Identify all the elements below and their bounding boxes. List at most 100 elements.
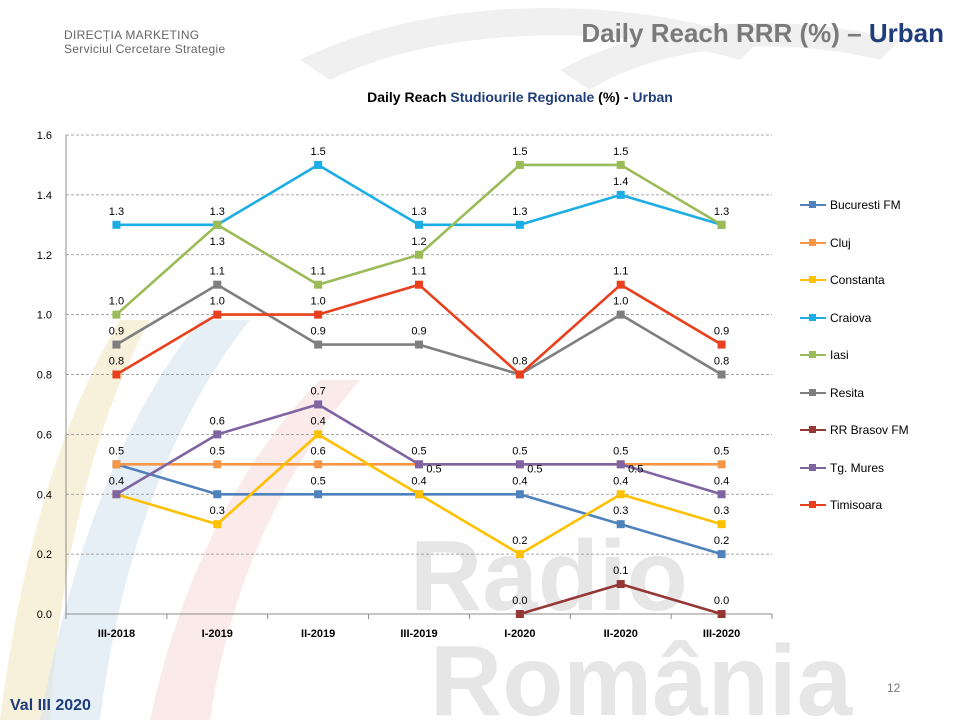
data-label: 0.2 — [512, 535, 527, 547]
data-point — [112, 220, 121, 229]
x-tick-label: I-2020 — [504, 628, 535, 640]
data-point — [515, 220, 524, 229]
data-label: 0.5 — [714, 445, 729, 457]
data-point — [717, 610, 726, 618]
legend-swatch — [800, 311, 826, 325]
data-point — [415, 250, 423, 259]
legend-label: Resita — [830, 385, 865, 400]
data-point — [314, 490, 323, 499]
data-label: 1.1 — [613, 266, 628, 278]
legend-item: Bucuresti FM — [800, 196, 901, 214]
chart-title: Daily Reach Studiourile Regionale (%) - … — [0, 89, 960, 105]
data-point — [515, 460, 524, 469]
data-label: 1.5 — [512, 146, 527, 158]
slide-title: Daily Reach RRR (%) – Urban — [581, 18, 944, 49]
data-point — [213, 310, 222, 319]
data-point — [515, 490, 524, 499]
chart-title-part-3: (%) - — [594, 89, 633, 105]
legend-item: RR Brasov FM — [800, 421, 909, 439]
x-tick-label: I-2019 — [202, 628, 233, 640]
data-point — [112, 310, 121, 319]
legend-label: RR Brasov FM — [830, 423, 909, 437]
department-name: DIRECȚIA MARKETING — [64, 28, 200, 42]
y-tick-label: 1.4 — [37, 190, 52, 202]
legend-marker — [809, 426, 816, 433]
data-label: 0.1 — [613, 565, 628, 577]
legend-marker — [809, 276, 816, 283]
data-point — [314, 280, 323, 289]
x-tick-label: II-2020 — [604, 628, 638, 640]
wave-label: Val III 2020 — [10, 697, 91, 714]
data-point — [213, 460, 222, 469]
data-label: 0.3 — [210, 505, 225, 517]
data-point — [112, 490, 121, 499]
chart-title-part-1: Daily Reach — [367, 89, 451, 105]
legend-item: Timisoara — [800, 496, 882, 514]
legend-item: Constanta — [800, 271, 885, 289]
data-point — [717, 340, 726, 349]
data-label: 0.5 — [628, 463, 643, 475]
data-point — [213, 490, 222, 499]
data-label: 0.8 — [512, 356, 527, 368]
data-point — [415, 490, 423, 499]
data-label: 1.3 — [714, 206, 729, 218]
data-label: 0.4 — [613, 475, 628, 487]
legend-swatch — [800, 498, 826, 512]
data-label: 0.0 — [512, 595, 527, 607]
x-tick-label: III-2020 — [703, 628, 740, 640]
data-point — [314, 400, 323, 409]
data-label: 1.0 — [613, 296, 628, 308]
data-label: 1.1 — [411, 266, 426, 278]
watermark-line-1: Radio — [410, 520, 688, 632]
data-label: 0.9 — [310, 326, 325, 338]
data-label: 0.4 — [109, 475, 124, 487]
legend-item: Craiova — [800, 309, 871, 327]
legend-label: Cluj — [830, 235, 851, 250]
data-point — [314, 160, 323, 169]
data-label: 0.8 — [109, 356, 124, 368]
legend-item: Iasi — [800, 346, 849, 364]
data-label: 0.9 — [714, 326, 729, 338]
legend-item: Tg. Mures — [800, 459, 884, 477]
data-point — [112, 460, 121, 469]
chart-title-part-4: Urban — [632, 89, 673, 105]
slide-title-accent: Urban — [868, 18, 944, 48]
data-point — [717, 520, 726, 529]
data-point — [616, 520, 625, 529]
y-tick-label: 1.0 — [37, 310, 52, 322]
data-point — [616, 190, 625, 199]
data-label: 1.0 — [310, 296, 325, 308]
legend-label: Tg. Mures — [830, 460, 885, 475]
data-point — [717, 550, 726, 559]
data-point — [515, 610, 524, 618]
x-tick-label: III-2019 — [400, 628, 437, 640]
legend-item: Resita — [800, 384, 864, 402]
y-tick-label: 0.6 — [37, 429, 52, 441]
legend-label: Timisoara — [830, 498, 883, 512]
data-label: 0.9 — [411, 326, 426, 338]
data-label: 0.2 — [714, 535, 729, 547]
data-point — [213, 280, 222, 289]
data-label: 1.5 — [613, 146, 628, 158]
data-label: 1.0 — [109, 296, 124, 308]
data-label: 0.8 — [714, 356, 729, 368]
department-label: DIRECȚIA MARKETING Serviciul Cercetare S… — [64, 28, 225, 56]
data-label: 1.3 — [411, 206, 426, 218]
data-point — [314, 310, 323, 319]
data-label: 0.5 — [426, 463, 441, 475]
legend-swatch — [800, 348, 826, 362]
data-label: 1.3 — [109, 206, 124, 218]
data-label: 0.5 — [411, 445, 426, 457]
series-line — [519, 582, 722, 616]
data-point — [616, 160, 625, 169]
watermark-line-2: România — [430, 625, 854, 720]
data-label: 0.3 — [613, 505, 628, 517]
page-number: 12 — [887, 681, 901, 695]
legend-label: Constanta — [830, 273, 885, 287]
data-label: 0.4 — [512, 475, 527, 487]
x-tick-label: II-2019 — [301, 628, 335, 640]
data-point — [213, 220, 222, 229]
data-label: 0.5 — [210, 445, 225, 457]
